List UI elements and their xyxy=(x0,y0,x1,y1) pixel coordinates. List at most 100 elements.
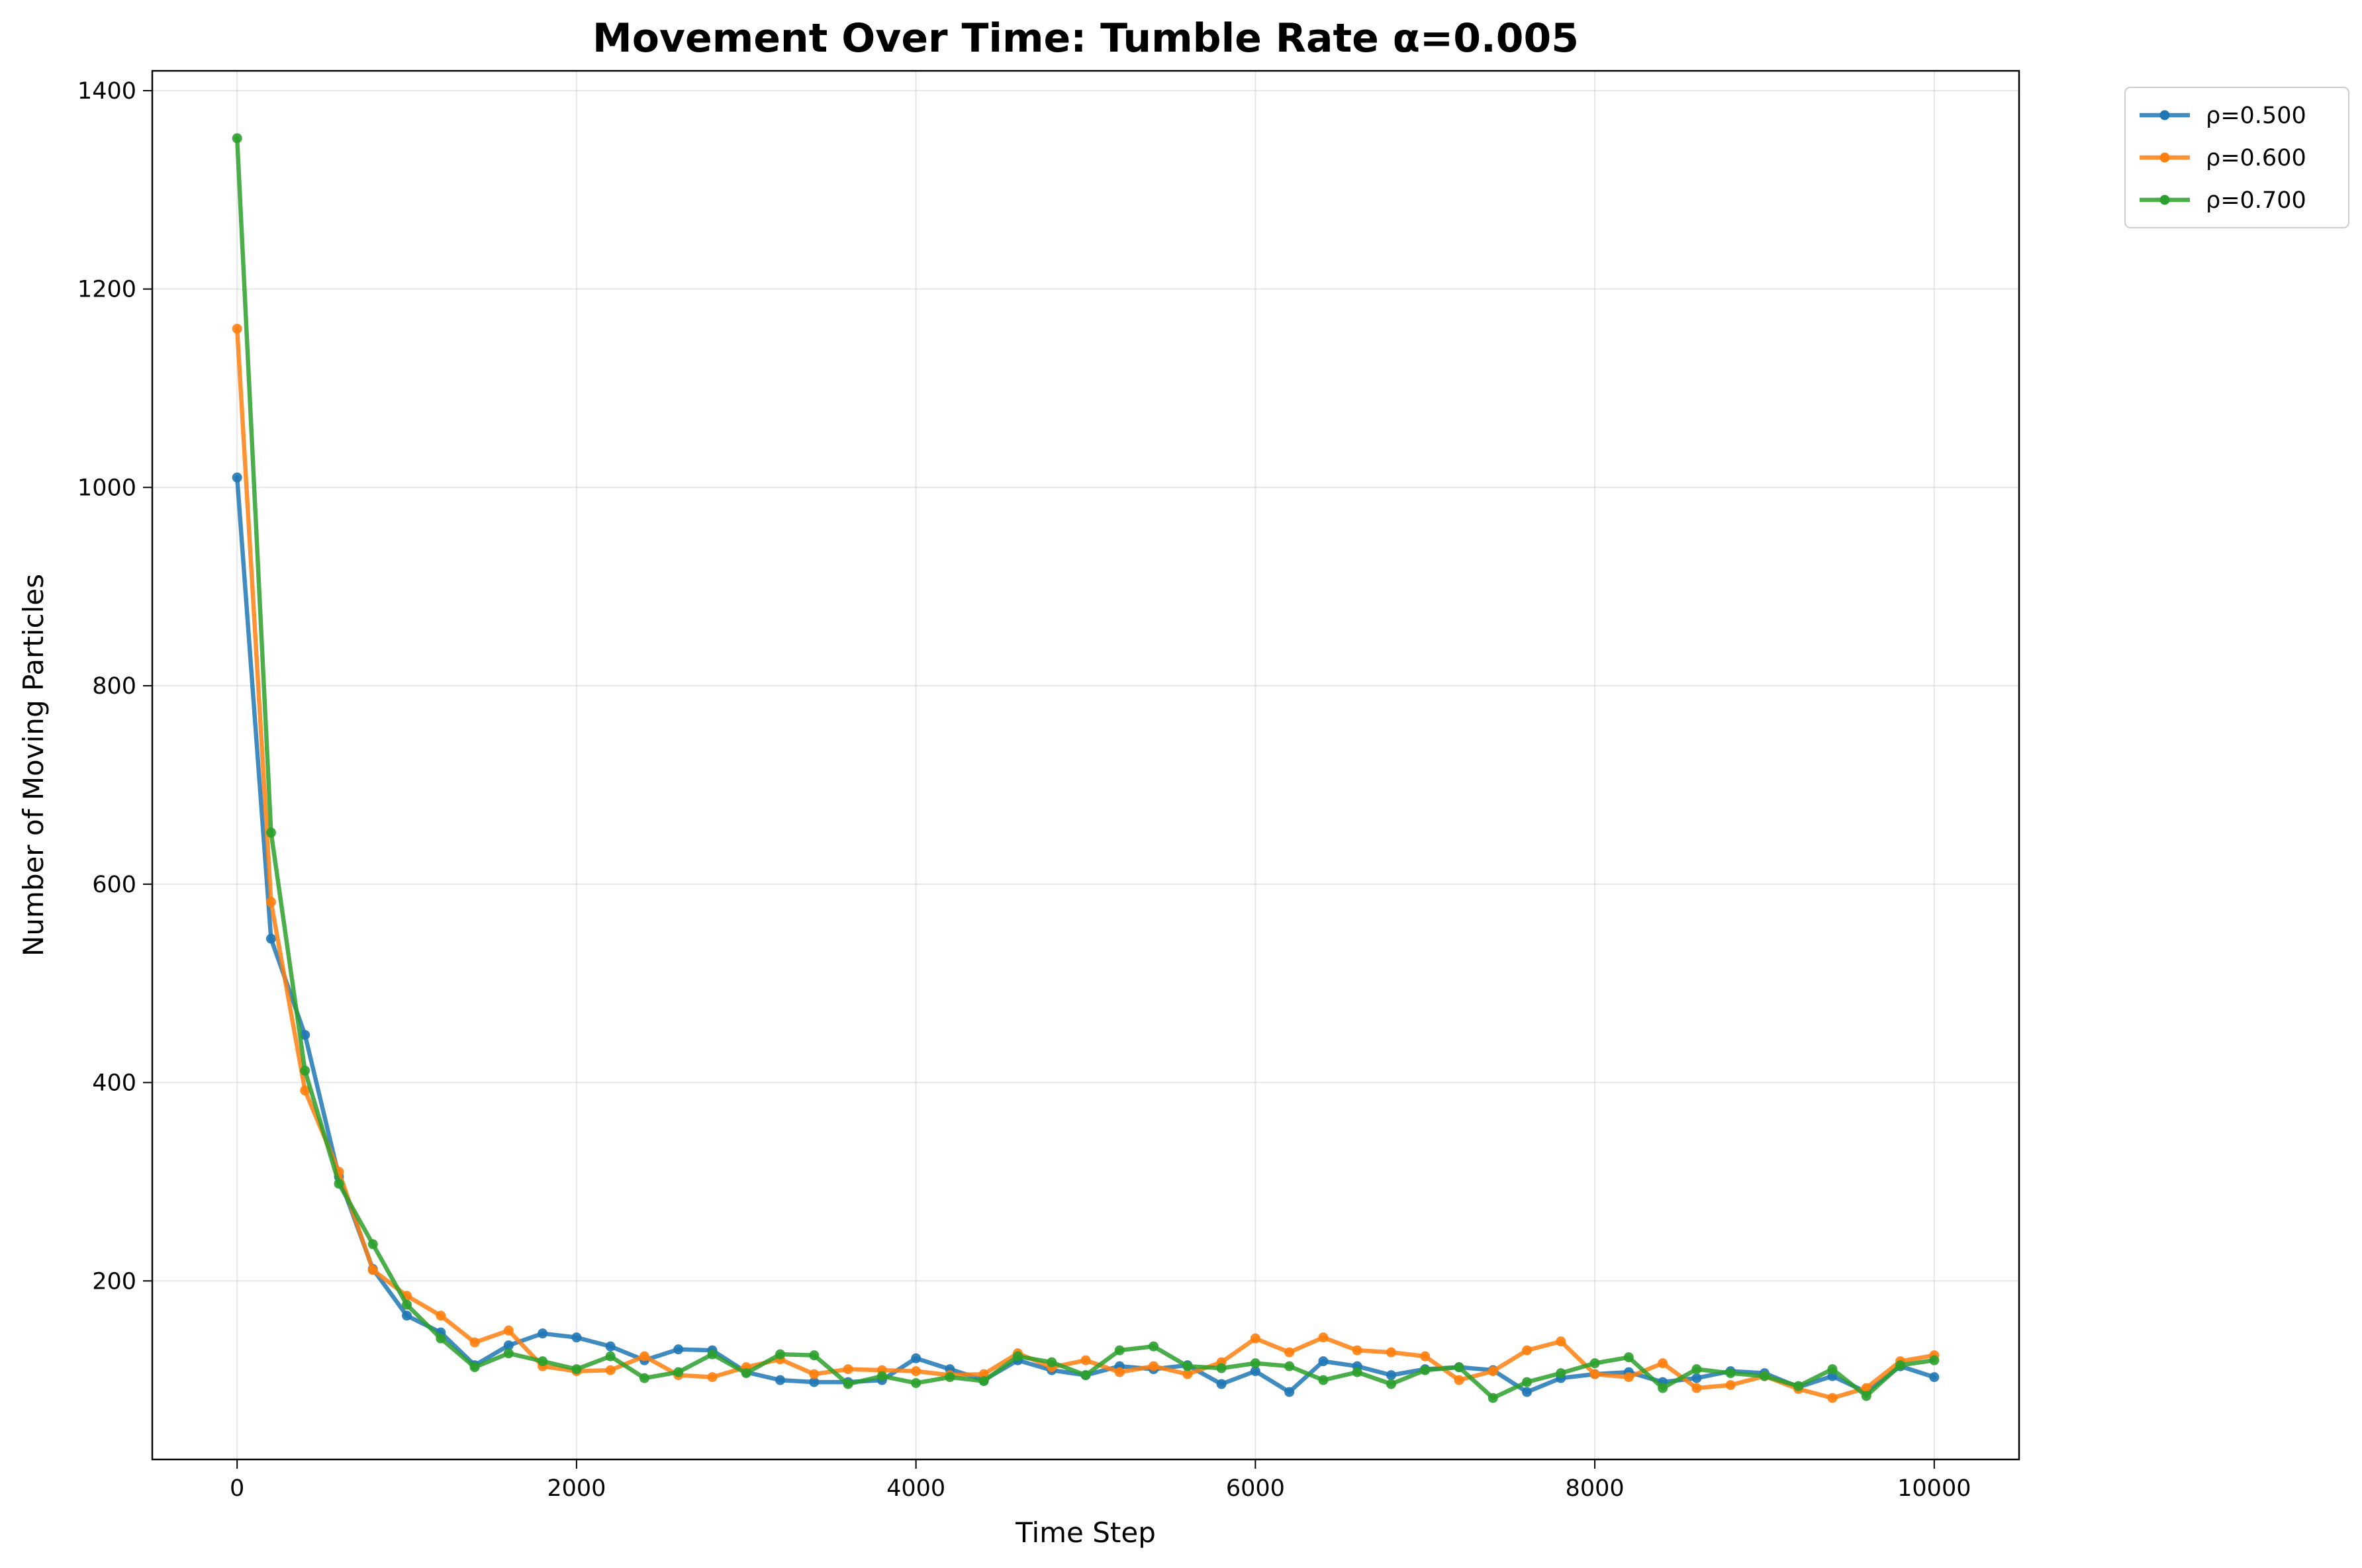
data-point xyxy=(707,1372,718,1383)
data-point xyxy=(402,1299,412,1310)
data-point xyxy=(639,1373,649,1383)
data-point xyxy=(1929,1372,1940,1383)
data-point xyxy=(1658,1358,1668,1369)
legend-item: ρ=0.500 xyxy=(2140,103,2306,129)
data-point xyxy=(300,1085,310,1096)
legend: ρ=0.500 ρ=0.600 ρ=0.700 xyxy=(2124,87,2349,228)
x-axis-ticks: 0 2000 4000 6000 8000 10000 xyxy=(230,1459,1971,1502)
data-point xyxy=(1352,1345,1362,1356)
data-point xyxy=(300,1066,310,1076)
data-point xyxy=(1895,1360,1906,1371)
data-point xyxy=(1623,1352,1634,1363)
data-point xyxy=(1114,1367,1125,1377)
grid-lines xyxy=(152,71,2019,1459)
data-point xyxy=(538,1328,548,1339)
data-point xyxy=(775,1375,786,1385)
data-point xyxy=(1522,1345,1533,1356)
data-point xyxy=(436,1311,446,1321)
data-point xyxy=(1386,1379,1396,1389)
data-point xyxy=(469,1337,480,1348)
data-point xyxy=(265,933,276,944)
data-point xyxy=(1080,1355,1091,1365)
y-tick-label: 800 xyxy=(92,673,136,700)
data-point xyxy=(1691,1364,1702,1375)
data-point xyxy=(1691,1383,1702,1393)
data-point xyxy=(1725,1380,1736,1391)
x-tick-label: 4000 xyxy=(886,1475,945,1502)
data-point xyxy=(1827,1364,1838,1375)
data-point xyxy=(1250,1333,1260,1344)
data-point xyxy=(1522,1387,1533,1397)
legend-label: ρ=0.500 xyxy=(2206,103,2306,129)
data-point xyxy=(978,1376,989,1387)
data-point xyxy=(1623,1372,1634,1383)
data-point xyxy=(1012,1351,1023,1361)
data-point xyxy=(503,1348,514,1359)
data-point xyxy=(436,1333,446,1344)
data-point xyxy=(1114,1345,1125,1356)
data-point xyxy=(1182,1361,1193,1371)
data-point xyxy=(741,1368,751,1379)
data-point xyxy=(265,827,276,838)
x-tick-label: 2000 xyxy=(547,1475,606,1502)
x-tick-label: 0 xyxy=(230,1475,244,1502)
data-point xyxy=(809,1369,820,1379)
data-point xyxy=(265,897,276,907)
x-tick-label: 10000 xyxy=(1897,1475,1971,1502)
series-3 xyxy=(232,133,1940,1403)
data-point xyxy=(1284,1347,1295,1358)
data-point xyxy=(367,1239,378,1250)
data-point xyxy=(1216,1363,1227,1373)
data-point xyxy=(402,1311,412,1321)
data-point xyxy=(538,1356,548,1367)
data-point xyxy=(1149,1361,1159,1371)
y-axis-ticks: 200 400 600 800 1000 1200 1400 xyxy=(77,78,152,1295)
data-point xyxy=(1691,1373,1702,1383)
data-point xyxy=(911,1366,921,1377)
data-point xyxy=(605,1341,616,1352)
plot-frame xyxy=(151,69,2020,1461)
data-point xyxy=(1759,1371,1770,1381)
data-point xyxy=(1284,1361,1295,1371)
data-point xyxy=(843,1379,853,1389)
data-point xyxy=(1216,1379,1227,1389)
legend-box xyxy=(2124,87,2349,228)
data-point xyxy=(1556,1368,1566,1379)
y-tick-label: 400 xyxy=(92,1070,136,1097)
data-point xyxy=(1454,1375,1464,1385)
data-point xyxy=(469,1362,480,1373)
data-point xyxy=(503,1325,514,1336)
legend-marker xyxy=(2159,152,2170,163)
data-point xyxy=(911,1378,921,1389)
legend-item: ρ=0.700 xyxy=(2140,187,2306,214)
data-point xyxy=(1352,1367,1362,1377)
data-point xyxy=(673,1344,684,1355)
data-point xyxy=(1658,1383,1668,1393)
x-tick-label: 8000 xyxy=(1566,1475,1625,1502)
data-point xyxy=(1182,1369,1193,1379)
data-point xyxy=(1420,1365,1431,1375)
data-point xyxy=(673,1367,684,1377)
x-tick-label: 6000 xyxy=(1226,1475,1285,1502)
data-point xyxy=(1250,1358,1260,1369)
data-point xyxy=(1556,1336,1566,1347)
data-point xyxy=(1080,1370,1091,1381)
data-point xyxy=(232,324,242,334)
data-point xyxy=(1149,1341,1159,1352)
data-point xyxy=(232,133,242,144)
data-point xyxy=(605,1365,616,1375)
data-point xyxy=(503,1340,514,1351)
data-point xyxy=(809,1377,820,1387)
legend-item: ρ=0.600 xyxy=(2140,145,2306,171)
data-point xyxy=(232,472,242,483)
y-tick-label: 1200 xyxy=(77,277,136,303)
data-point xyxy=(334,1178,344,1189)
data-point xyxy=(1250,1366,1260,1377)
data-point xyxy=(809,1350,820,1361)
y-tick-label: 200 xyxy=(92,1268,136,1295)
data-point xyxy=(367,1265,378,1275)
data-point xyxy=(1318,1375,1329,1385)
data-point xyxy=(911,1353,921,1363)
